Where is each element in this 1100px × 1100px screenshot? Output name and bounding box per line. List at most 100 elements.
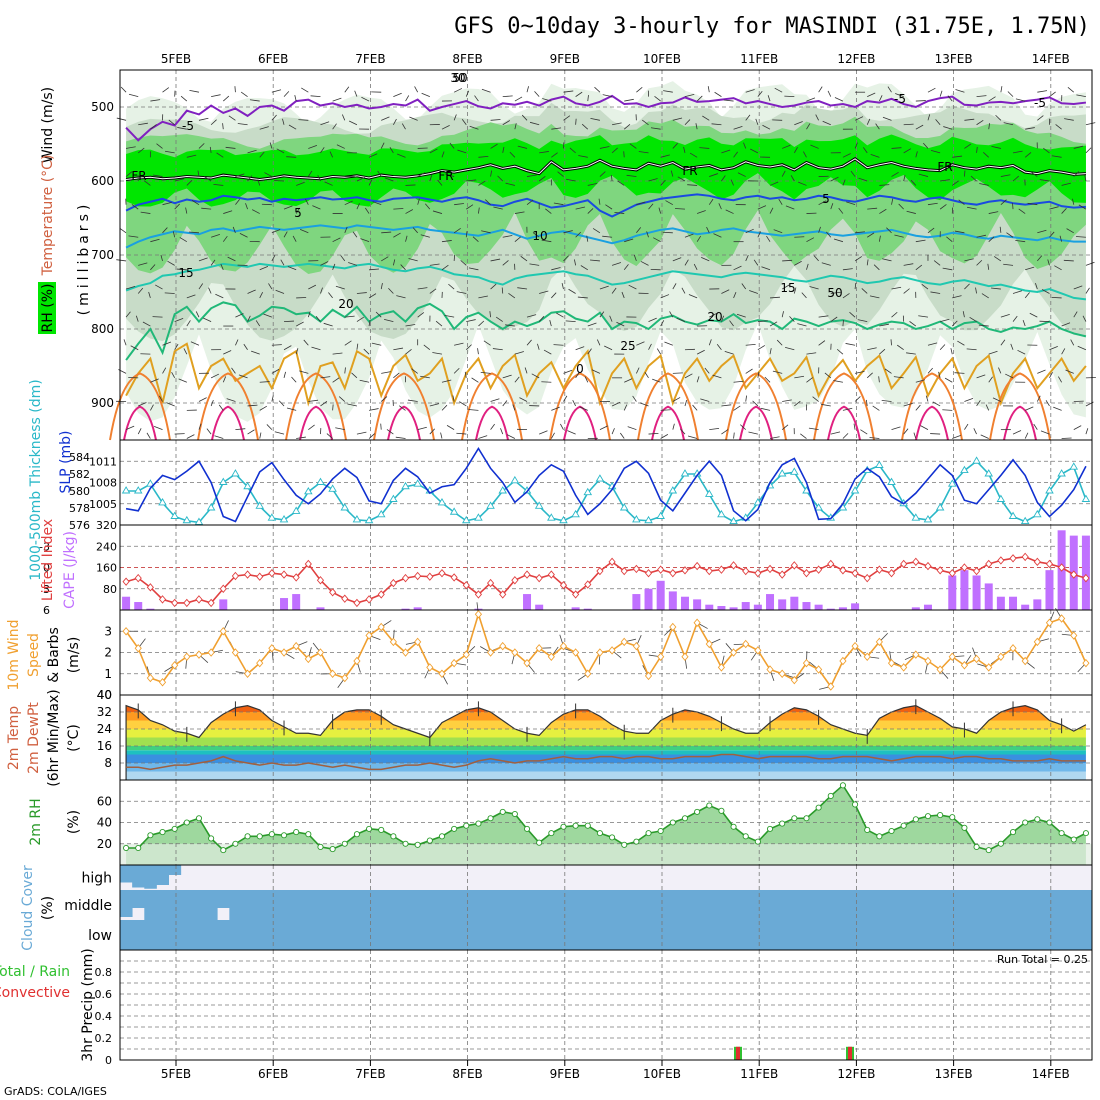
- wind-barb: [296, 436, 306, 439]
- wind-barb: [689, 152, 698, 158]
- wind-barb: [286, 407, 297, 411]
- wind-speed-point: [158, 678, 167, 687]
- wind-barb: [332, 123, 337, 130]
- lifted-index-point: [620, 566, 628, 576]
- precip-tick: 0: [105, 1054, 112, 1067]
- wind-barb: [737, 172, 746, 177]
- wind-barb: [411, 368, 418, 374]
- wind-barb: [417, 287, 428, 290]
- wind-barb: [307, 311, 311, 318]
- top-date-label: 6FEB: [258, 52, 288, 66]
- wind-barb: [130, 345, 139, 351]
- wind-barb: [636, 341, 645, 346]
- thickness-point: [376, 509, 386, 518]
- wind-speed-line: [125, 611, 1087, 689]
- rh2m-point: [523, 825, 531, 832]
- cape-bar: [741, 602, 750, 610]
- wind-barb: [665, 200, 674, 206]
- wind-barb: [833, 380, 843, 383]
- lifted-index-point: [802, 568, 811, 578]
- cloud-cell: [192, 890, 206, 920]
- rh2m-point: [694, 808, 701, 815]
- wind-barb: [1012, 150, 1023, 154]
- hot-contour: [299, 405, 333, 441]
- wind-barb: [854, 142, 858, 149]
- temp-label-a: 2m Temp: [6, 706, 22, 770]
- cape-tick: 160: [96, 562, 117, 575]
- lifted-index-point: [924, 561, 932, 571]
- wind-barb: [1012, 315, 1018, 322]
- wind-barb: [785, 205, 795, 210]
- cloud-cell: [302, 920, 315, 950]
- rh2m-point: [766, 825, 774, 832]
- wind-speed-point: [596, 648, 604, 657]
- wind-barb: [220, 263, 224, 270]
- wind-speed-point: [389, 637, 397, 647]
- wind-barb: [392, 259, 396, 266]
- cape-bar: [668, 591, 677, 610]
- wind-barb: [575, 231, 582, 238]
- wind-barb: [332, 263, 336, 270]
- wind-barb: [361, 96, 370, 102]
- wind-barb: [275, 289, 285, 294]
- wind-barb: [441, 151, 445, 158]
- wind-barb: [976, 400, 981, 407]
- lifted-tick: -3: [39, 540, 50, 553]
- rh2m-point: [985, 847, 992, 854]
- thickness-point: [218, 477, 228, 485]
- lifted-index-point: [243, 570, 252, 579]
- lifted-index-point: [377, 590, 385, 599]
- cloud-cell: [800, 920, 813, 950]
- contour-label: 0: [576, 362, 584, 376]
- pressure-tick: 800: [91, 322, 114, 336]
- rh2m-point: [791, 815, 798, 822]
- wind-barb: [987, 263, 990, 270]
- wind-barb: [360, 238, 370, 243]
- wind-barb: [803, 151, 807, 158]
- thickness-point: [972, 456, 981, 464]
- wind-barb: [954, 372, 965, 374]
- wind-barb: [299, 370, 309, 374]
- cape-bar: [851, 603, 860, 610]
- wind-barb: [969, 316, 977, 322]
- wind-barb: [538, 316, 545, 322]
- wind-barb: [745, 228, 754, 234]
- wind-barb: [964, 423, 969, 430]
- wind-barb: [282, 118, 285, 125]
- wind-barb: [818, 340, 826, 346]
- wind-barb: [672, 117, 683, 121]
- wind-barb: [933, 260, 941, 266]
- wind-barb: [1024, 432, 1029, 439]
- lifted-index-point: [231, 571, 240, 581]
- cloud-cell: [763, 890, 777, 920]
- wind-speed-point: [644, 671, 653, 681]
- lifted-index-point: [596, 566, 604, 576]
- wind-barb: [1003, 122, 1014, 126]
- wind-barb: [457, 149, 467, 154]
- wind-speed-point: [535, 644, 543, 653]
- wind-barb: [480, 371, 491, 374]
- wind-barb: [453, 88, 463, 93]
- wind-barb: [915, 124, 924, 130]
- wind-barb: [264, 172, 273, 177]
- wind-barb: [604, 345, 613, 351]
- wind-barb: [429, 288, 437, 294]
- wind-barb: [176, 268, 187, 271]
- wind-barb: [660, 409, 671, 411]
- wind-barb: [709, 427, 720, 431]
- chart-title: GFS 0~10day 3-hourly for MASINDI (31.75E…: [454, 14, 1090, 39]
- wind-barb: [557, 171, 564, 177]
- contour-label: -5: [894, 92, 906, 106]
- wind-barb: [320, 287, 323, 294]
- wind-barb: [137, 147, 145, 154]
- wind-barb: [152, 174, 163, 177]
- wind-barb: [393, 92, 402, 98]
- lifted-index-point: [183, 598, 191, 608]
- rh2m-point: [596, 830, 603, 837]
- wind-barb: [660, 179, 666, 186]
- wind-barb: [296, 181, 305, 186]
- hot-contour: [739, 405, 773, 441]
- cloud-units: (%): [40, 896, 56, 920]
- cloud-cell: [618, 890, 631, 920]
- slp-labels: 1000-500mb Thickness (dm) SLP (mb): [28, 379, 74, 580]
